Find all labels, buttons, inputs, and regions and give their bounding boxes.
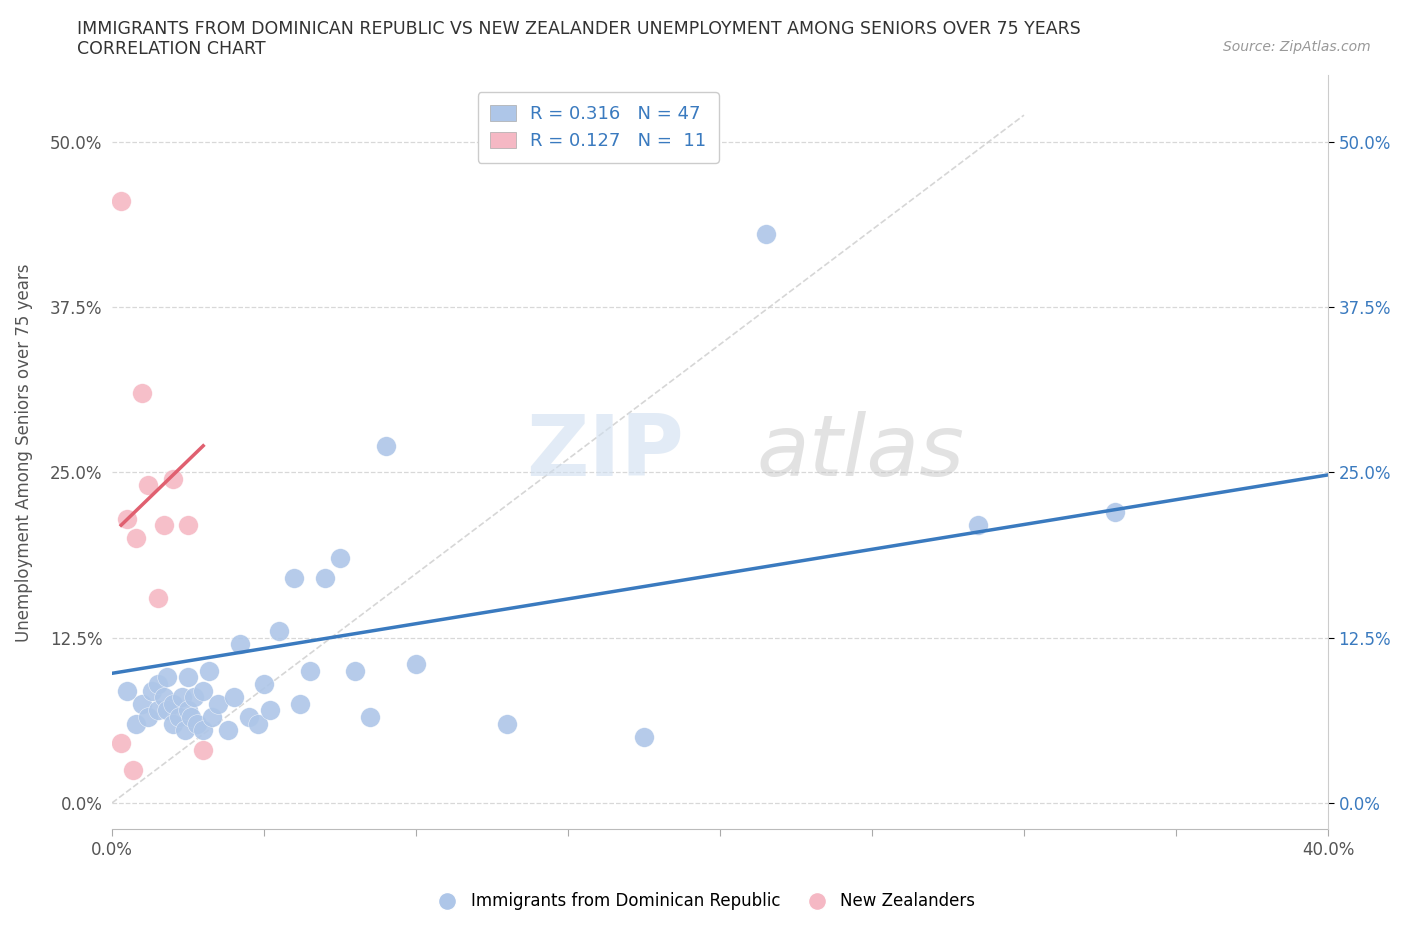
Point — [141, 683, 163, 698]
Point — [633, 729, 655, 744]
Text: ZIP: ZIP — [526, 411, 683, 494]
Point — [180, 710, 202, 724]
Point — [222, 690, 245, 705]
Point — [131, 697, 153, 711]
Point — [755, 227, 778, 242]
Point — [253, 676, 276, 691]
Point — [131, 385, 153, 400]
Point — [259, 703, 281, 718]
Point — [138, 710, 160, 724]
Point — [186, 716, 208, 731]
Point — [167, 710, 190, 724]
Point — [162, 472, 184, 486]
Point — [359, 710, 381, 724]
Point — [138, 478, 160, 493]
Point — [283, 571, 305, 586]
Point — [374, 438, 396, 453]
Point — [314, 571, 336, 586]
Point — [110, 736, 132, 751]
Point — [110, 193, 132, 208]
Point — [162, 716, 184, 731]
Point — [269, 623, 291, 638]
Legend: Immigrants from Dominican Republic, New Zealanders: Immigrants from Dominican Republic, New … — [425, 885, 981, 917]
Point — [125, 531, 148, 546]
Point — [170, 690, 193, 705]
Point — [496, 716, 519, 731]
Point — [290, 697, 312, 711]
Point — [177, 703, 200, 718]
Point — [146, 676, 169, 691]
Point — [115, 512, 138, 526]
Text: atlas: atlas — [756, 411, 965, 494]
Point — [125, 716, 148, 731]
Legend: R = 0.316   N = 47, R = 0.127   N =  11: R = 0.316 N = 47, R = 0.127 N = 11 — [478, 92, 718, 163]
Point — [152, 518, 174, 533]
Point — [177, 670, 200, 684]
Y-axis label: Unemployment Among Seniors over 75 years: Unemployment Among Seniors over 75 years — [15, 263, 32, 642]
Point — [146, 591, 169, 605]
Point — [1104, 504, 1126, 519]
Point — [193, 723, 215, 737]
Point — [115, 683, 138, 698]
Point — [217, 723, 239, 737]
Point — [405, 657, 427, 671]
Point — [152, 690, 174, 705]
Text: Source: ZipAtlas.com: Source: ZipAtlas.com — [1223, 40, 1371, 54]
Point — [146, 703, 169, 718]
Point — [329, 551, 352, 565]
Point — [201, 710, 224, 724]
Point — [193, 742, 215, 757]
Point — [238, 710, 260, 724]
Point — [156, 703, 179, 718]
Point — [156, 670, 179, 684]
Point — [344, 663, 367, 678]
Text: IMMIGRANTS FROM DOMINICAN REPUBLIC VS NEW ZEALANDER UNEMPLOYMENT AMONG SENIORS O: IMMIGRANTS FROM DOMINICAN REPUBLIC VS NE… — [77, 20, 1081, 38]
Point — [183, 690, 205, 705]
Point — [177, 518, 200, 533]
Point — [162, 697, 184, 711]
Point — [198, 663, 221, 678]
Point — [122, 763, 145, 777]
Text: CORRELATION CHART: CORRELATION CHART — [77, 40, 266, 58]
Point — [207, 697, 229, 711]
Point — [298, 663, 321, 678]
Point — [228, 637, 250, 652]
Point — [246, 716, 269, 731]
Point — [193, 683, 215, 698]
Point — [967, 518, 990, 533]
Point — [174, 723, 197, 737]
